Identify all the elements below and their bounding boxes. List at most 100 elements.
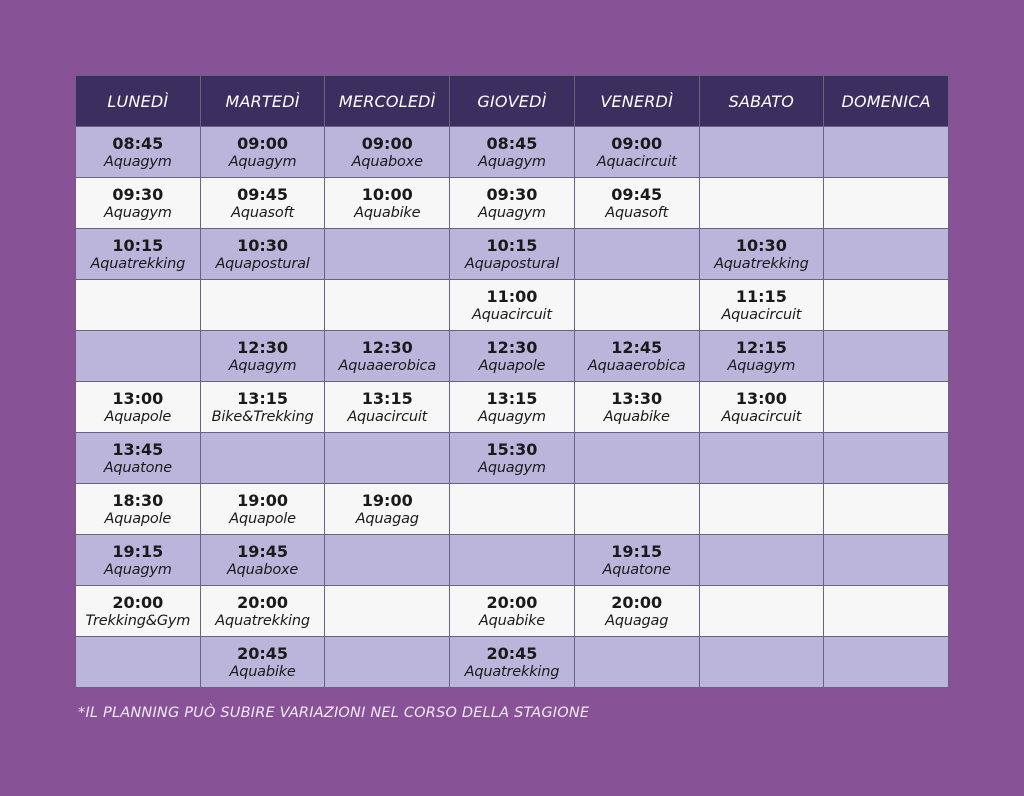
slot-time: 10:30 [237,235,289,255]
class-slot: 09:00 Aquaboxe [324,126,451,178]
class-slot: 12:30 Aquagym [199,330,326,382]
slot-activity: Aquaaerobica [338,357,437,374]
slot-time: 13:15 [237,388,289,408]
class-slot: 09:45 Aquasoft [573,177,700,229]
class-slot: 09:45 Aquasoft [199,177,326,229]
slot-time: 09:00 [611,133,663,153]
slot-activity: Aquagag [605,612,669,629]
slot-time: 13:15 [486,388,538,408]
slot-activity: Aquagym [478,204,546,221]
empty-slot [573,228,700,280]
slot-activity: Aquagym [478,408,546,425]
class-slot: 15:30 Aquagym [449,432,575,484]
empty-slot [324,228,451,280]
slot-time: 12:30 [486,337,538,357]
empty-slot [324,279,451,331]
slot-time: 20:00 [237,592,289,612]
slot-activity: Aquabike [354,204,421,221]
empty-slot [449,534,575,586]
slot-time: 13:30 [611,388,663,408]
empty-slot [823,534,949,586]
slot-activity: Aquaaerobica [587,357,686,374]
slot-activity: Aquacircuit [721,408,802,425]
empty-slot [324,636,451,688]
class-slot: 13:45 Aquatone [75,432,201,484]
empty-slot [823,585,949,637]
slot-time: 09:30 [486,184,538,204]
slot-activity: Aquagym [103,204,172,221]
class-slot: 20:45 Aquabike [199,636,326,688]
day-header-3: GIOVEDÌ [449,75,575,127]
slot-activity: Aquabike [603,408,670,425]
slot-activity: Aquagym [103,561,172,578]
empty-slot [823,228,949,280]
slot-activity: Aquacircuit [472,306,552,323]
class-slot: 10:15 Aquatrekking [75,228,201,280]
empty-slot [823,279,949,331]
slot-activity: Aquatrekking [714,255,809,272]
slot-time: 19:00 [237,490,289,510]
slot-activity: Aquaboxe [226,561,299,578]
class-slot: 13:00 Aquacircuit [698,381,825,433]
empty-slot [573,279,700,331]
slot-time: 11:00 [486,286,538,306]
class-slot: 11:15 Aquacircuit [698,279,825,331]
class-slot: 13:30 Aquabike [573,381,700,433]
slot-time: 11:15 [735,286,787,306]
empty-slot [698,585,825,637]
empty-slot [324,585,451,637]
slot-time: 20:45 [486,643,538,663]
day-header-1: MARTEDÌ [199,75,326,127]
class-slot: 12:30 Aquapole [449,330,575,382]
slot-activity: Aquapostural [464,255,560,272]
schedule-body: 08:45 Aquagym 09:00 Aquagym 09:00 Aquaboxe 08:… [75,126,949,688]
table-row: 18:30 Aquapole 19:00 Aquapole 19:00 Aquagag [75,483,949,535]
empty-slot [573,636,700,688]
class-slot: 09:00 Aquagym [199,126,326,178]
slot-activity: Aquagym [228,357,297,374]
slot-time: 20:00 [611,592,663,612]
table-row: 11:00 Aquacircuit 11:15 Aquacircuit [75,279,949,331]
slot-time: 13:00 [735,388,787,408]
slot-time: 09:45 [611,184,663,204]
slot-time: 10:00 [361,184,413,204]
slot-time: 08:45 [486,133,538,153]
empty-slot [698,177,825,229]
slot-time: 20:45 [237,643,289,663]
empty-slot [698,483,825,535]
class-slot: 13:15 Bike&Trekking [199,381,326,433]
empty-slot [75,279,201,331]
slot-time: 20:00 [112,592,164,612]
table-row: 13:45 Aquatone 15:30 Aquagym [75,432,949,484]
slot-time: 09:00 [361,133,413,153]
empty-slot [698,432,825,484]
class-slot: 19:15 Aquatone [573,534,700,586]
class-slot: 09:30 Aquagym [75,177,201,229]
slot-activity: Aquabike [478,612,546,629]
class-slot: 19:15 Aquagym [75,534,201,586]
class-slot: 18:30 Aquapole [75,483,201,535]
slot-activity: Aquacircuit [721,306,802,323]
footnote: *IL PLANNING PUÒ SUBIRE VARIAZIONI NEL C… [78,705,590,721]
slot-activity: Aquacircuit [596,153,677,170]
slot-time: 08:45 [112,133,164,153]
day-header-5: SABATO [698,75,825,127]
class-slot: 19:00 Aquapole [199,483,326,535]
class-slot: 10:30 Aquatrekking [698,228,825,280]
slot-activity: Aquapostural [215,255,310,272]
slot-time: 10:15 [486,235,538,255]
empty-slot [324,534,451,586]
class-slot: 20:00 Trekking&Gym [75,585,201,637]
slot-time: 12:15 [735,337,787,357]
class-slot: 09:30 Aquagym [449,177,575,229]
class-slot: 20:00 Aquatrekking [199,585,326,637]
slot-time: 19:00 [361,490,413,510]
slot-time: 19:15 [112,541,164,561]
slot-activity: Aquapole [104,408,172,425]
table-row: 10:15 Aquatrekking 10:30 Aquapostural 10:15 A… [75,228,949,280]
slot-activity: Aquaboxe [351,153,423,170]
class-slot: 08:45 Aquagym [449,126,575,178]
slot-time: 12:45 [611,337,663,357]
table-row: 09:30 Aquagym 09:45 Aquasoft 10:00 Aquabike 09… [75,177,949,229]
slot-activity: Aquatrekking [90,255,186,272]
